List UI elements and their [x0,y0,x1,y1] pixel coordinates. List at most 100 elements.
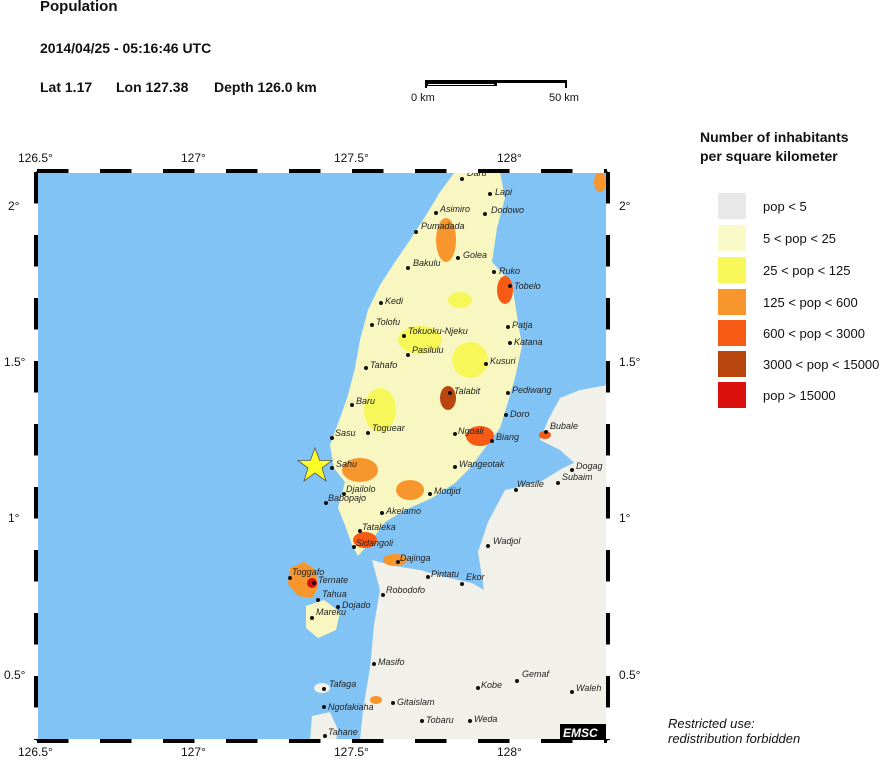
town-label: Bubale [550,421,578,431]
town-dot [322,687,326,691]
town-label: Kedi [385,296,404,306]
town-dot [488,192,492,196]
town-label: Biang [496,432,519,442]
town-dot [508,284,512,288]
town-dot [310,616,314,620]
epicenter-star [296,446,334,483]
legend-item: pop > 15000 [718,382,836,408]
legend-label: 3000 < pop < 15000 [763,356,880,372]
place-asimiro: Asimiro [434,204,470,215]
place-mareku: Mareku [310,607,346,620]
place-sahu: Sahu [330,459,357,470]
landmass-halmahera-north [330,172,522,556]
town-label: Dajinga [400,553,431,563]
lon-label-top-4: 128° [497,151,522,165]
town-dot [358,529,362,533]
place-biang: Biang [490,432,519,443]
legend-swatch [718,351,746,377]
town-dot [414,230,418,234]
town-label: Kusuri [490,356,517,366]
town-label: Katana [514,337,543,347]
legend-swatch [718,193,746,219]
town-label: Doro [510,409,530,419]
place-tahane: Tahane [323,727,358,738]
town-dot [453,432,457,436]
town-label: Tahua [322,589,347,599]
town-dot [460,582,464,586]
town-label: Wangeotak [459,459,505,469]
town-dot [483,212,487,216]
place-modjid: Modjid [428,486,462,496]
town-dot [426,575,430,579]
town-label: Sasu [335,428,356,438]
place-bubale: Bubale [544,421,578,434]
lat-label-right-2: 1.5° [619,355,641,369]
lon-label-bottom-2: 127° [181,745,206,759]
town-label: Robodofo [386,585,425,595]
legend-label: 5 < pop < 25 [763,230,837,246]
town-dot [350,403,354,407]
town-dot [486,544,490,548]
usage-notice-line1: Restricted use: [668,716,755,731]
place-sidangoli: Sidangoli [352,538,394,549]
town-dot [324,501,328,505]
town-dot [330,436,334,440]
town-dot [391,701,395,705]
town-label: Tataleka [362,522,396,532]
town-dot [490,439,494,443]
town-label: Asimiro [439,204,470,214]
emsc-watermark-box [560,724,606,740]
town-label: Lapi [495,187,513,197]
town-dot [448,391,452,395]
place-pumadada: Pumadada [414,221,465,234]
legend-swatch [718,382,746,408]
town-dot [570,690,574,694]
town-dot [556,481,560,485]
place-toggafo: Toggafo [288,567,324,580]
event-depth: Depth 126.0 km [214,79,317,95]
town-label: Pasilulu [412,345,444,355]
event-latitude: Lat 1.17 [40,79,93,95]
town-label: Wadjol [493,536,521,546]
town-label: Akelamo [385,506,421,516]
place-ruko: Ruko [492,266,520,276]
town-dot [342,492,346,496]
place-bakulu: Bakulu [406,258,441,270]
legend-swatch [718,257,746,283]
frame-ticks [34,169,610,743]
lat-label-left-2: 1.5° [4,355,26,369]
place-lapi: Lapi [488,187,513,197]
town-dot [312,581,316,585]
place-ekor: Ekor [460,572,486,586]
place-katana: Katana [508,337,543,347]
legend-label: 600 < pop < 3000 [763,325,865,341]
scale-bar [425,80,567,88]
town-dot [484,362,488,366]
town-label: Waleh [576,683,601,693]
town-dot [506,391,510,395]
place-wasile: Wasile [514,479,544,492]
town-dot [323,734,327,738]
town-dot [372,662,376,666]
town-label: Tafaga [329,679,356,689]
town-label: Tahane [328,727,358,737]
usage-notice: Restricted use: redistribution forbidden [668,716,800,746]
place-tafaga: Tafaga [322,679,356,691]
town-label: Golea [463,250,487,260]
town-dot [544,430,548,434]
town-label: Tolofu [376,317,400,327]
legend-label: pop < 5 [763,198,807,214]
place-tahafo: Tahafo [364,360,397,370]
town-dot [460,177,464,181]
town-label: Gemaf [522,669,551,679]
town-dot [434,211,438,215]
legend-item: 25 < pop < 125 [718,257,850,283]
landmass-halmahera-south [360,460,607,740]
place-ngofakiaha: Ngofakiaha [322,702,374,712]
town-dot [330,466,334,470]
legend-label: pop > 15000 [763,387,836,403]
town-dot [468,719,472,723]
place-talabit: Talabit [448,386,481,396]
town-dot [288,576,292,580]
place-gemaf: Gemaf [515,669,551,683]
